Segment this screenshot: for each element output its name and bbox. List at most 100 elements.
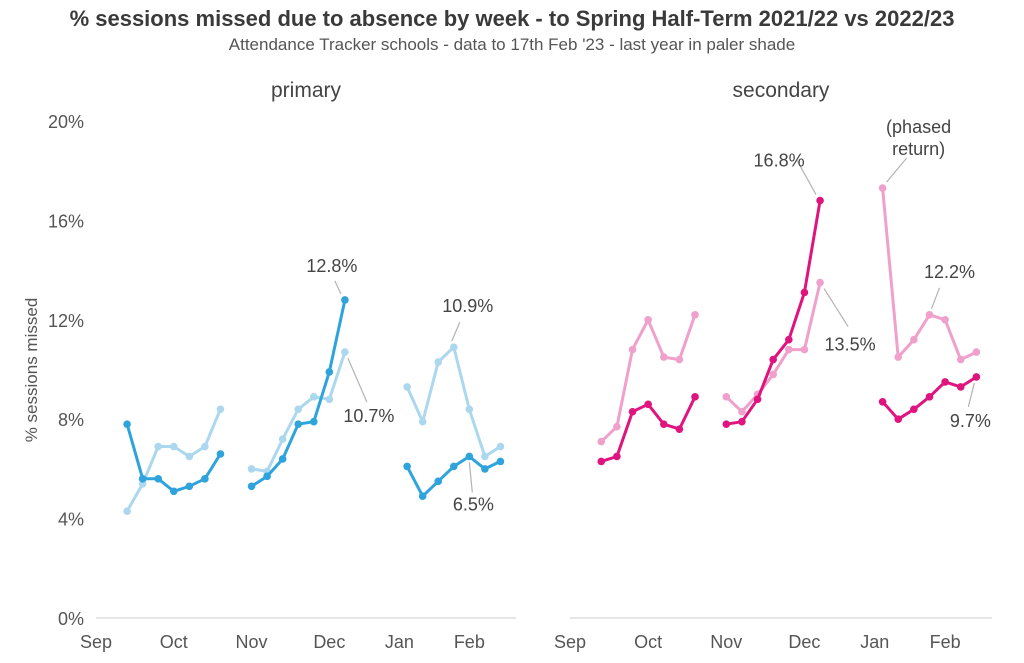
y-tick-label: 16% bbox=[48, 211, 84, 231]
annotation-leader bbox=[930, 287, 941, 310]
data-point-primary-last bbox=[465, 405, 474, 414]
data-point-primary-current bbox=[465, 452, 474, 461]
data-point-primary-current bbox=[434, 477, 443, 486]
x-tick-label: Oct bbox=[634, 632, 662, 652]
data-point-secondary-last bbox=[659, 353, 668, 361]
data-point-primary-current bbox=[247, 482, 256, 491]
data-point-primary-last bbox=[278, 435, 287, 443]
x-tick-label: Jan bbox=[860, 632, 889, 652]
chart-subtitle: Attendance Tracker schools - data to 17t… bbox=[228, 35, 796, 54]
data-point-secondary-last bbox=[675, 355, 684, 364]
annotation-leader bbox=[334, 280, 342, 295]
data-point-secondary-last bbox=[941, 316, 949, 324]
annotation-leader bbox=[451, 321, 461, 342]
data-point-primary-last bbox=[294, 405, 303, 414]
data-point-primary-current bbox=[216, 450, 225, 458]
annotation-leader bbox=[823, 288, 849, 327]
x-tick-label: Nov bbox=[236, 632, 268, 652]
data-point-secondary-current bbox=[753, 395, 762, 404]
annotation-label: 10.7% bbox=[343, 406, 394, 426]
data-point-primary-last bbox=[247, 465, 256, 473]
data-point-secondary-current bbox=[722, 420, 731, 428]
data-point-secondary-current bbox=[925, 393, 934, 401]
data-point-secondary-current bbox=[800, 288, 809, 297]
annotation-label: 16.8% bbox=[754, 151, 805, 171]
data-point-secondary-current bbox=[878, 398, 887, 406]
series-line-secondary-current bbox=[724, 199, 822, 426]
data-point-secondary-current bbox=[941, 378, 949, 386]
data-point-secondary-last bbox=[910, 335, 918, 344]
annotation-label: 12.8% bbox=[306, 256, 357, 276]
x-tick-label: Dec bbox=[788, 632, 820, 652]
data-point-primary-last bbox=[449, 343, 458, 351]
data-point-primary-current bbox=[263, 472, 271, 481]
data-point-primary-last bbox=[496, 442, 505, 451]
x-tick-label: Feb bbox=[454, 632, 485, 652]
data-point-secondary-current bbox=[659, 420, 668, 428]
data-point-primary-current bbox=[325, 368, 334, 376]
data-point-secondary-current bbox=[628, 407, 637, 416]
series-line-primary-current bbox=[405, 455, 502, 498]
data-point-primary-last bbox=[169, 442, 178, 451]
x-tick-label: Jan bbox=[385, 632, 414, 652]
data-point-secondary-current bbox=[910, 405, 918, 414]
data-point-secondary-current bbox=[816, 196, 824, 205]
annotation-label: 13.5% bbox=[825, 335, 876, 355]
data-point-primary-current bbox=[169, 487, 178, 496]
data-point-primary-last bbox=[216, 405, 225, 414]
panel-title-secondary: secondary bbox=[733, 79, 830, 102]
data-point-secondary-last bbox=[785, 345, 793, 354]
data-point-secondary-last bbox=[800, 345, 809, 354]
data-point-secondary-last bbox=[894, 353, 903, 361]
data-point-secondary-last bbox=[925, 311, 934, 319]
x-tick-label: Sep bbox=[554, 632, 586, 652]
y-tick-label: 20% bbox=[48, 112, 84, 132]
data-point-secondary-last bbox=[878, 184, 887, 192]
data-point-primary-current bbox=[138, 475, 147, 483]
y-tick-label: 8% bbox=[58, 410, 84, 430]
data-point-secondary-last bbox=[769, 370, 777, 379]
data-point-primary-last bbox=[201, 442, 209, 451]
annotation-label: return) bbox=[892, 139, 945, 159]
annotation-leader bbox=[468, 462, 473, 493]
series-line-primary-last bbox=[405, 345, 502, 458]
data-point-primary-last bbox=[341, 348, 349, 356]
y-tick-label: 12% bbox=[48, 311, 84, 331]
x-tick-label: Nov bbox=[710, 632, 742, 652]
data-point-primary-current bbox=[154, 475, 163, 483]
data-point-secondary-current bbox=[956, 383, 965, 391]
annotation-label: 6.5% bbox=[453, 494, 494, 514]
data-point-primary-current bbox=[418, 492, 427, 501]
data-point-primary-last bbox=[185, 452, 194, 461]
data-point-primary-last bbox=[123, 507, 131, 515]
annotation-leader bbox=[967, 382, 975, 408]
annotation-leader bbox=[796, 160, 817, 195]
data-point-secondary-current bbox=[894, 415, 903, 424]
data-point-primary-current bbox=[278, 455, 287, 463]
data-point-primary-current bbox=[481, 465, 489, 473]
annotation-label: 10.9% bbox=[442, 296, 493, 316]
data-point-secondary-last bbox=[972, 348, 981, 356]
data-point-secondary-current bbox=[738, 417, 746, 426]
data-point-primary-last bbox=[418, 417, 427, 426]
data-point-secondary-last bbox=[644, 316, 652, 324]
x-tick-label: Oct bbox=[160, 632, 188, 652]
data-point-primary-current bbox=[123, 420, 131, 428]
data-point-primary-last bbox=[309, 393, 318, 401]
data-point-secondary-last bbox=[722, 393, 731, 401]
data-point-secondary-last bbox=[613, 422, 621, 431]
data-point-secondary-current bbox=[769, 355, 777, 364]
annotation-label: 12.2% bbox=[924, 262, 975, 282]
data-point-secondary-current bbox=[644, 400, 652, 409]
data-point-primary-current bbox=[201, 475, 209, 483]
data-point-primary-current bbox=[309, 417, 318, 426]
data-point-primary-current bbox=[341, 296, 349, 304]
data-point-primary-last bbox=[154, 442, 163, 451]
data-point-secondary-current bbox=[613, 452, 621, 461]
panel-title-primary: primary bbox=[271, 79, 342, 102]
data-point-primary-last bbox=[325, 395, 334, 404]
annotation-label: (phased bbox=[886, 117, 951, 137]
data-point-secondary-last bbox=[628, 345, 637, 354]
data-point-primary-last bbox=[434, 358, 443, 366]
